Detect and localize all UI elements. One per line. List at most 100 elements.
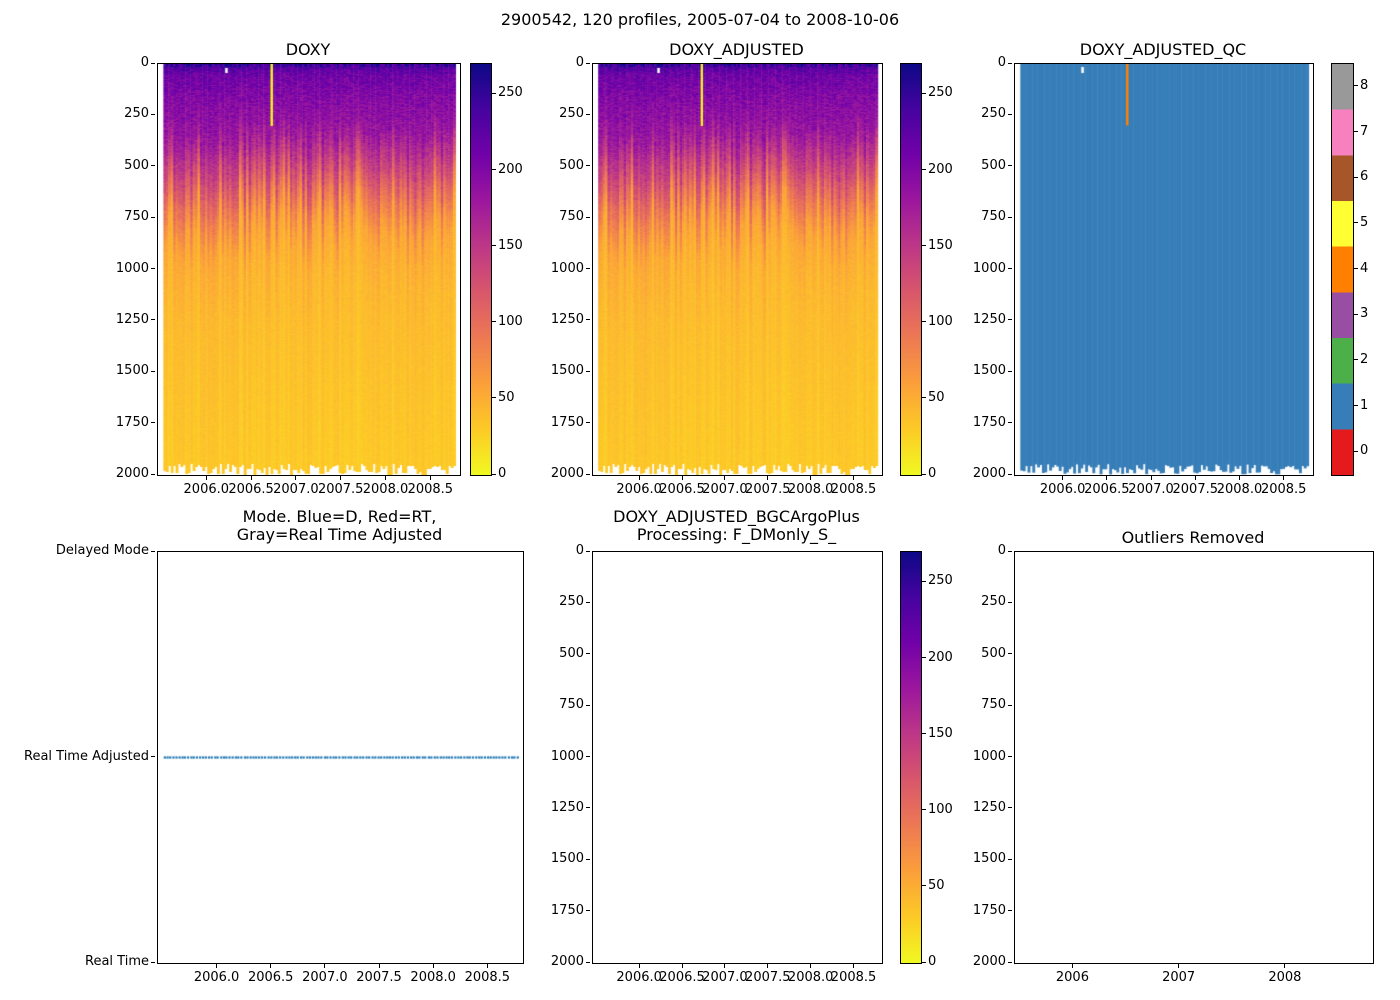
x-tick-mark (1106, 476, 1108, 480)
y-tick-mark (586, 473, 590, 475)
colorbar-tick-mark (922, 473, 926, 475)
colorbar-tick-mark (1354, 131, 1358, 132)
colorbar-tick-mark (922, 885, 926, 887)
axes-title-bgc-line1: DOXY_ADJUSTED_BGCArgoPlus (613, 507, 860, 526)
colorbar-tick-mark (1354, 450, 1358, 452)
colorbar-tick-mark (492, 321, 496, 323)
axes-title-bgc-line2: Processing: F_DMonly_S_ (636, 525, 837, 544)
y-tick-label: 750 (981, 697, 1006, 713)
axes-outliers (1014, 551, 1374, 964)
x-tick-mark (638, 964, 640, 968)
y-tick-label: 750 (981, 209, 1006, 225)
axes-bgc-processing (592, 551, 883, 964)
y-tick-mark (151, 165, 155, 167)
y-tick-label: 750 (559, 697, 584, 713)
colorbar-tick-mark (922, 733, 926, 735)
x-tick-label: 2007.0 (273, 482, 319, 497)
x-tick-label: 2008.0 (787, 970, 834, 985)
y-tick-mark (151, 319, 155, 321)
y-tick-mark (1008, 370, 1012, 372)
colorbar-tick-label: 250 (928, 85, 953, 101)
x-tick-mark (324, 964, 326, 968)
y-tick-label: 1250 (550, 311, 584, 327)
y-tick-mark (1008, 113, 1012, 115)
y-tick-mark (151, 550, 155, 552)
x-tick-mark (1283, 476, 1285, 480)
colorbar-tick-mark (492, 245, 496, 247)
colorbar-tick-mark (922, 961, 926, 963)
x-tick-label: 2007.5 (745, 970, 791, 985)
y-tick-mark (586, 961, 590, 963)
y-tick-label: Real Time Adjusted (24, 748, 149, 764)
x-tick-label: 2008.0 (787, 482, 834, 497)
x-tick-mark (810, 964, 812, 968)
y-tick-label: 2000 (550, 954, 584, 969)
axes-title-doxy-adjusted: DOXY_ADJUSTED (669, 40, 804, 59)
colorbar-tick-mark (1354, 359, 1358, 361)
colorbar-tick-label: 2 (1360, 351, 1369, 367)
x-tick-label: 2006.0 (193, 970, 240, 985)
x-tick-mark (385, 476, 387, 480)
colorbar-tick-mark (1354, 85, 1358, 87)
axes-title-doxy-adjusted-qc: DOXY_ADJUSTED_QC (1079, 40, 1247, 59)
x-tick-label: 2006.5 (1084, 482, 1130, 497)
colorbar-tick-label: 0 (498, 466, 507, 481)
y-tick-label: Delayed Mode (55, 543, 149, 558)
colorbar-tick-label: 6 (1360, 169, 1369, 185)
y-tick-mark (1008, 704, 1012, 706)
colorbar-tick-label: 200 (498, 161, 523, 177)
doxy-adjusted-heatmap-canvas (593, 64, 882, 475)
axes-doxy (157, 63, 461, 476)
colorbar-tick-label: 0 (928, 954, 937, 969)
y-tick-mark (586, 113, 590, 115)
y-tick-mark (151, 62, 155, 64)
colorbar-doxy-adjusted (900, 63, 922, 476)
x-tick-mark (1071, 964, 1073, 968)
colorbar-tick-label: 8 (1360, 77, 1369, 93)
x-tick-mark (810, 476, 812, 480)
y-tick-label: 2000 (115, 466, 149, 481)
colorbar-tick-label: 250 (928, 573, 953, 589)
x-tick-mark (1062, 476, 1064, 480)
y-tick-mark (1008, 653, 1012, 655)
x-tick-label: 2008.5 (1260, 482, 1307, 497)
colorbar-tick-label: 250 (498, 85, 523, 101)
y-tick-mark (1008, 910, 1012, 912)
colorbar-tick-mark (922, 169, 926, 171)
x-tick-label: 2006.5 (659, 482, 705, 497)
colorbar-tick-mark (492, 473, 496, 475)
y-tick-mark (151, 961, 155, 963)
x-tick-label: 2007 (1162, 970, 1196, 985)
colorbar-tick-label: 150 (498, 237, 523, 253)
y-tick-label: 0 (997, 543, 1006, 558)
x-tick-mark (681, 476, 683, 480)
y-tick-mark (586, 422, 590, 424)
y-tick-label: 1000 (550, 260, 584, 276)
x-tick-label: 2006.0 (616, 970, 662, 985)
x-tick-mark (1194, 476, 1196, 480)
y-tick-label: Real Time (85, 954, 149, 969)
y-tick-label: 1750 (550, 414, 584, 430)
qc-heatmap-canvas (1015, 64, 1313, 475)
x-tick-mark (1178, 964, 1180, 968)
x-tick-mark (853, 964, 855, 968)
y-tick-mark (1008, 807, 1012, 809)
colorbar-tick-label: 150 (928, 237, 953, 253)
y-tick-mark (586, 653, 590, 655)
y-tick-label: 1750 (550, 902, 584, 918)
x-tick-label: 2006.0 (183, 482, 230, 497)
axes-doxy-adjusted-qc (1014, 63, 1314, 476)
y-tick-mark (1008, 62, 1012, 64)
x-tick-label: 2008.5 (407, 482, 454, 497)
y-tick-label: 1750 (972, 414, 1006, 430)
x-tick-mark (1284, 964, 1286, 968)
colorbar-tick-label: 0 (928, 466, 937, 481)
y-tick-label: 1250 (972, 311, 1006, 327)
x-tick-mark (378, 964, 380, 968)
y-tick-label: 250 (981, 594, 1006, 610)
x-tick-label: 2008.0 (362, 482, 409, 497)
y-tick-mark (1008, 473, 1012, 475)
y-tick-mark (586, 910, 590, 912)
y-tick-label: 750 (559, 209, 584, 225)
